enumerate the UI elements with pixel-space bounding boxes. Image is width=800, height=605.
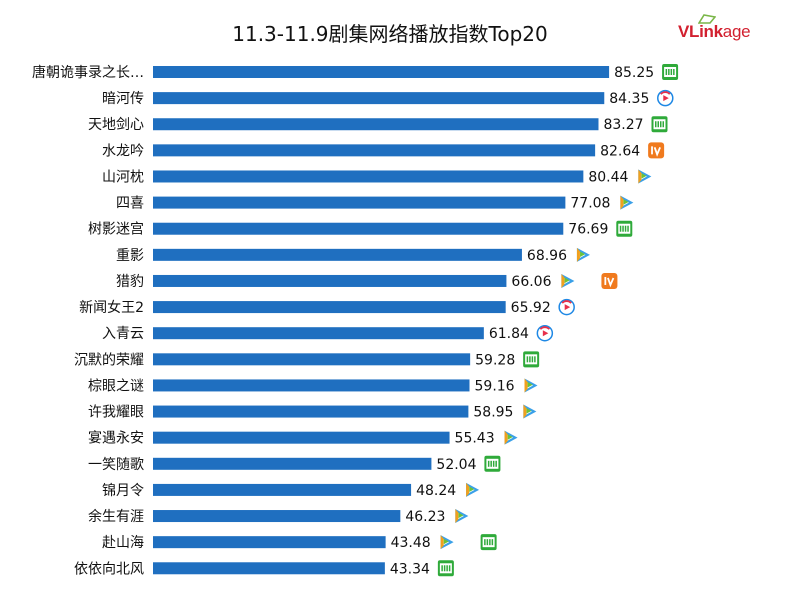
youku-icon — [536, 324, 554, 342]
iqiyi-icon — [662, 64, 679, 80]
bar — [153, 144, 596, 157]
tencent-video-icon — [638, 169, 652, 184]
iqiyi-icon — [651, 116, 668, 133]
chart-title: 11.3-11.9剧集网络播放指数Top20 — [232, 22, 548, 46]
category-label: 天地剑心 — [88, 117, 144, 133]
value-label: 66.06 — [511, 274, 551, 290]
category-label: 山河枕 — [102, 169, 144, 185]
mangotv-icon — [601, 272, 618, 289]
category-label: 赴山海 — [102, 535, 144, 551]
tencent-video-icon — [455, 509, 469, 524]
value-label: 77.08 — [570, 196, 610, 212]
logo-text-age: age — [722, 22, 751, 41]
tencent-video-icon — [576, 247, 590, 262]
tencent-video-icon — [524, 378, 538, 393]
bar — [153, 301, 506, 314]
bar — [153, 483, 412, 496]
value-label: 65.92 — [511, 300, 551, 316]
youku-icon — [657, 89, 674, 107]
bar — [153, 196, 566, 209]
category-label: 树影迷宫 — [88, 222, 144, 238]
tencent-video-icon — [620, 195, 634, 210]
category-label: 暗河传 — [102, 91, 144, 107]
category-label: 入青云 — [102, 326, 144, 342]
category-label: 依依向北风 — [74, 561, 144, 577]
bar — [153, 248, 522, 261]
category-label: 一笑随歌 — [88, 457, 144, 473]
category-label: 猎豹 — [116, 274, 144, 290]
bar — [153, 170, 584, 183]
value-label: 76.69 — [568, 222, 608, 238]
category-label: 许我耀眼 — [88, 405, 144, 421]
value-label: 85.25 — [614, 65, 654, 81]
category-label: 新闻女王2 — [79, 299, 144, 316]
iqiyi-icon — [523, 351, 540, 368]
category-label: 锦月令 — [102, 482, 144, 499]
value-label: 52.04 — [436, 457, 476, 473]
bar — [153, 562, 385, 575]
value-label: 58.95 — [473, 405, 513, 421]
bar — [153, 379, 470, 392]
bar — [153, 222, 564, 235]
value-label: 43.34 — [390, 561, 430, 577]
bar — [153, 510, 401, 523]
value-label: 61.84 — [489, 326, 529, 342]
value-label: 46.23 — [405, 509, 445, 525]
bar — [153, 457, 432, 470]
logo-mark-icon — [698, 14, 716, 24]
category-label: 水龙吟 — [102, 143, 144, 159]
bar — [153, 536, 386, 549]
value-label: 43.48 — [391, 535, 431, 551]
value-label: 55.43 — [455, 431, 495, 447]
category-label: 余生有涯 — [88, 508, 144, 525]
category-label: 棕眼之谜 — [88, 378, 144, 394]
bar — [153, 92, 605, 105]
category-label: 四喜 — [116, 196, 144, 212]
value-label: 82.64 — [600, 143, 640, 159]
value-label: 48.24 — [416, 483, 456, 499]
iqiyi-icon — [437, 560, 454, 577]
value-label: 59.28 — [475, 352, 515, 368]
bar — [153, 353, 471, 366]
value-label: 80.44 — [588, 169, 628, 185]
category-label: 宴遇永安 — [88, 430, 144, 447]
iqiyi-icon — [616, 220, 633, 237]
iqiyi-icon — [484, 455, 501, 472]
mangotv-icon — [648, 142, 665, 159]
value-label: 83.27 — [603, 117, 643, 133]
tencent-video-icon — [440, 535, 454, 550]
bar — [153, 431, 450, 444]
vlinkage-logo: VLinkage — [678, 14, 768, 48]
bar — [153, 405, 469, 418]
category-label: 沉默的荣耀 — [74, 352, 144, 368]
tencent-video-icon — [504, 430, 518, 445]
value-label: 68.96 — [527, 248, 567, 264]
logo-text-main: Link — [689, 22, 723, 41]
bar — [153, 327, 484, 340]
iqiyi-icon — [480, 534, 497, 551]
value-label: 59.16 — [475, 378, 515, 394]
tencent-video-icon — [523, 404, 537, 419]
bar — [153, 66, 610, 78]
category-label: 重影 — [116, 248, 144, 264]
bar — [153, 118, 599, 131]
tencent-video-icon — [466, 482, 480, 497]
youku-icon — [558, 298, 575, 316]
tencent-video-icon — [561, 273, 575, 288]
value-label: 84.35 — [609, 91, 649, 107]
bar — [153, 274, 507, 287]
category-label: 唐朝诡事录之长… — [32, 64, 144, 81]
logo-text-v: V — [678, 22, 690, 41]
